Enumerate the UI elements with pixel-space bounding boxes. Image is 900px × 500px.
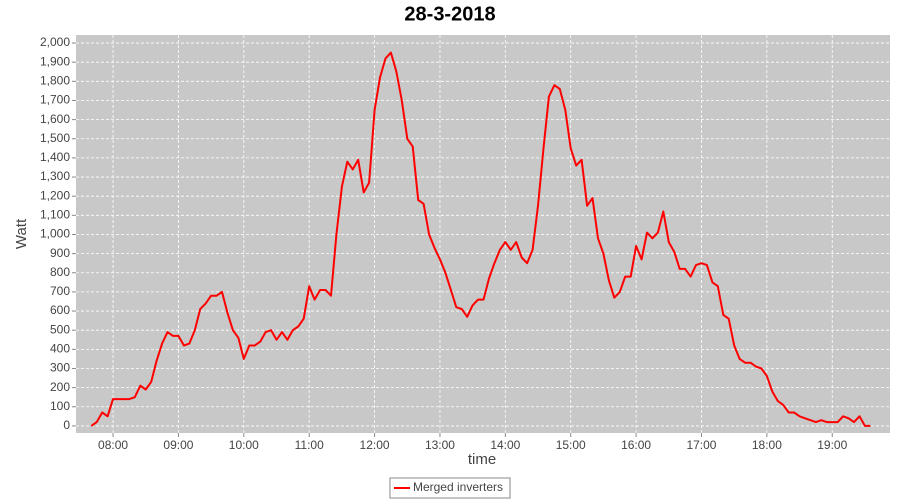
x-tick-label: 19:00 (817, 438, 847, 452)
x-axis-label: time (468, 451, 496, 468)
grid (76, 35, 890, 433)
x-tick-label: 13:00 (425, 438, 455, 452)
y-axis-label: Watt (13, 218, 30, 249)
legend-box (389, 477, 511, 499)
y-tick-label: 500 (50, 322, 70, 336)
y-tick-label: 400 (50, 342, 70, 356)
y-tick-label: 700 (50, 284, 70, 298)
y-tick-label: 1,800 (40, 73, 70, 87)
x-tick-label: 15:00 (556, 438, 586, 452)
x-tick-label: 11:00 (295, 438, 324, 452)
y-tick-label: 100 (50, 399, 70, 413)
y-tick-label: 1,000 (40, 227, 70, 241)
x-tick-label: 14:00 (490, 438, 520, 452)
y-tick-label: 900 (50, 246, 70, 260)
y-tick-label: 1,600 (40, 112, 70, 126)
y-tick-label: 1,700 (40, 93, 70, 107)
y-tick-label: 0 (63, 418, 70, 432)
legend-label: Merged inverters (413, 480, 503, 494)
y-tick-label: 600 (50, 303, 70, 317)
y-tick-label: 1,100 (40, 208, 70, 222)
x-tick-label: 17:00 (686, 438, 716, 452)
y-tick-label: 800 (50, 265, 70, 279)
x-tick-label: 12:00 (360, 438, 390, 452)
x-tick-label: 16:00 (621, 438, 651, 452)
x-tick-label: 08:00 (98, 438, 128, 452)
y-tick-label: 1,500 (40, 131, 70, 145)
y-tick-label: 1,300 (40, 169, 70, 183)
y-tick-label: 2,000 (40, 35, 70, 49)
x-tick-label: 09:00 (163, 438, 193, 452)
lines (90, 51, 871, 427)
x-tick-label: 18:00 (752, 438, 782, 452)
y-tick-label: 200 (50, 380, 70, 394)
line (90, 51, 871, 427)
x-tick-label: 10:00 (229, 438, 259, 452)
y-tick-label: 1,200 (40, 188, 70, 202)
plot-area (76, 35, 890, 433)
chart-title: 28-3-2018 (404, 3, 495, 25)
y-tick-label: 1,900 (40, 54, 70, 68)
y-tick-label: 1,400 (40, 150, 70, 164)
y-tick-label: 300 (50, 361, 70, 375)
